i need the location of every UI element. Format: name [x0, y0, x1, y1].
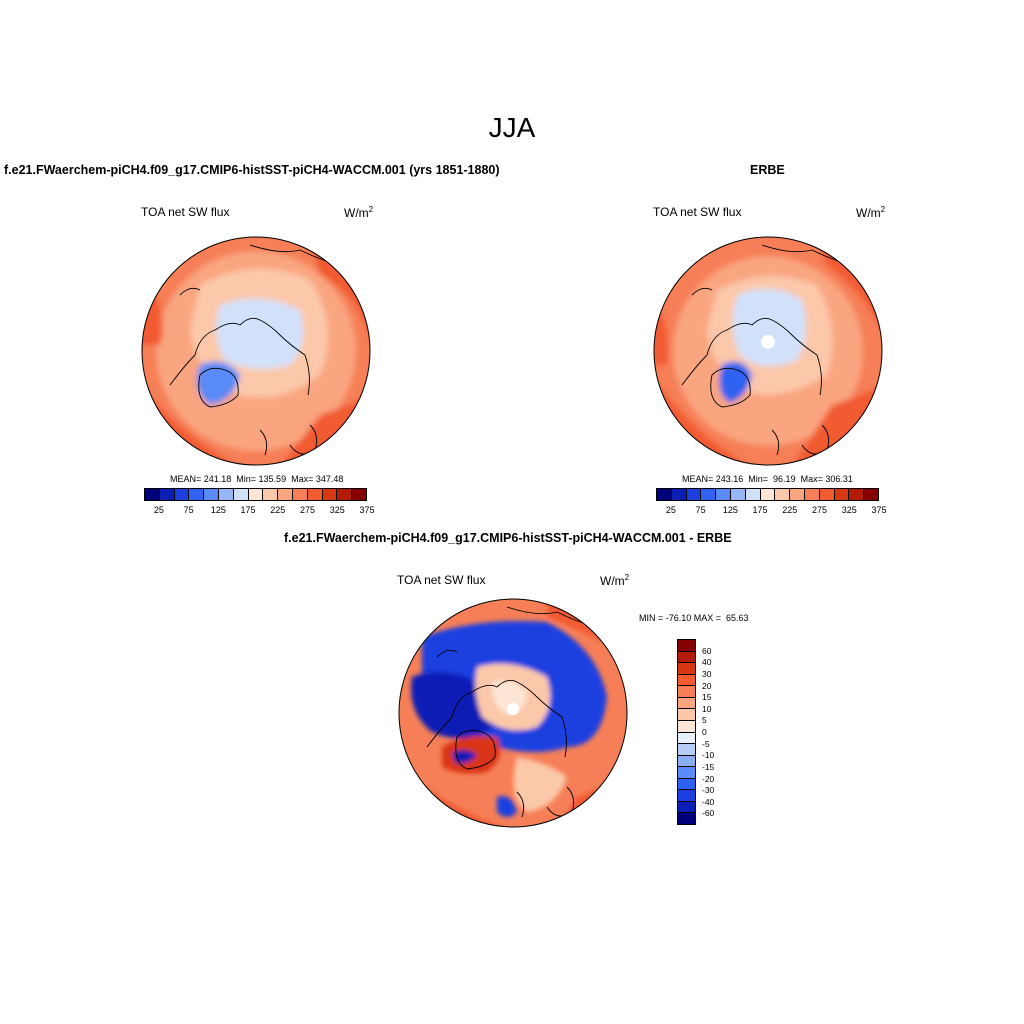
- colorbar-swatch: [678, 778, 695, 791]
- colorbar-tick-label: -40: [702, 796, 715, 807]
- obs-panel-title: ERBE: [750, 163, 785, 177]
- colorbar-swatch: [775, 489, 791, 500]
- colorbar-swatch: [145, 489, 160, 500]
- colorbar-tick-label: 20: [702, 680, 712, 691]
- colorbar-swatch: [819, 489, 835, 500]
- colorbar-tick-label: -5: [702, 738, 710, 749]
- colorbar-swatch: [678, 709, 695, 721]
- colorbar-swatch: [678, 755, 695, 768]
- colorbar-tick-label: 75: [695, 505, 706, 515]
- colorbar-swatch: [678, 663, 695, 675]
- colorbar-tick-label: 375: [871, 505, 887, 515]
- model-variable-label: TOA net SW flux: [141, 205, 230, 219]
- colorbar-tick-label: 5: [702, 715, 707, 726]
- colorbar-swatch: [678, 790, 695, 802]
- colorbar-swatch: [678, 640, 695, 652]
- colorbar-swatch: [189, 489, 205, 500]
- colorbar-tick-label: -15: [702, 761, 715, 772]
- colorbar-tick-label: 15: [702, 692, 712, 703]
- colorbar-swatch: [760, 489, 776, 500]
- colorbar-swatch: [657, 489, 672, 500]
- colorbar-tick-label: 25: [665, 505, 676, 515]
- colorbar-swatch: [730, 489, 746, 500]
- colorbar-swatch: [292, 489, 308, 500]
- colorbar-tick-label: 175: [752, 505, 768, 515]
- colorbar-tick-label: 325: [329, 505, 345, 515]
- colorbar-tick-label: 275: [812, 505, 828, 515]
- diff-units-label: W/m2: [600, 573, 630, 588]
- colorbar-swatch: [159, 489, 175, 500]
- obs-polar-map: [653, 236, 883, 466]
- colorbar-swatch: [678, 674, 695, 687]
- colorbar-swatch: [678, 801, 695, 814]
- colorbar-swatch: [322, 489, 338, 500]
- colorbar-tick-label: 40: [702, 657, 712, 668]
- colorbar-swatch: [678, 686, 695, 698]
- colorbar-tick-label: 75: [183, 505, 194, 515]
- colorbar-swatch: [307, 489, 323, 500]
- colorbar-swatch: [218, 489, 234, 500]
- colorbar-tick-label: 25: [153, 505, 164, 515]
- colorbar-swatch: [864, 489, 878, 500]
- colorbar-tick-label: 225: [270, 505, 286, 515]
- main-title: JJA: [488, 112, 536, 143]
- colorbar-swatch: [678, 767, 695, 779]
- colorbar-swatch: [701, 489, 717, 500]
- model-polar-map: [141, 236, 371, 466]
- colorbar-swatch: [678, 732, 695, 745]
- colorbar-tick-label: 125: [210, 505, 226, 515]
- colorbar-swatch: [678, 651, 695, 664]
- colorbar-tick-label: 225: [782, 505, 798, 515]
- colorbar-tick-label: -20: [702, 773, 715, 784]
- colorbar-tick-label: -60: [702, 808, 715, 819]
- obs-units-label: W/m2: [856, 205, 886, 220]
- colorbar-swatch: [686, 489, 702, 500]
- colorbar-swatch: [352, 489, 366, 500]
- colorbar-swatch: [678, 813, 695, 824]
- colorbar-swatch: [849, 489, 865, 500]
- model-colorbar: [144, 488, 367, 501]
- colorbar-tick-label: 30: [702, 668, 712, 679]
- colorbar-swatch: [790, 489, 805, 500]
- colorbar-swatch: [834, 489, 850, 500]
- colorbar-tick-label: 175: [240, 505, 256, 515]
- colorbar-tick-label: 375: [359, 505, 375, 515]
- obs-variable-label: TOA net SW flux: [653, 205, 742, 219]
- colorbar-tick-label: 0: [702, 727, 707, 737]
- obs-stats: MEAN= 243.16 Min= 96.19 Max= 306.31: [682, 474, 853, 484]
- colorbar-tick-label: -30: [702, 785, 715, 796]
- colorbar-swatch: [248, 489, 264, 500]
- colorbar-swatch: [678, 720, 695, 733]
- model-colorbar-labels: 25 75 125 175 225 275 325 375: [144, 505, 375, 517]
- colorbar-swatch: [671, 489, 687, 500]
- colorbar-tick-label: -10: [702, 750, 715, 761]
- colorbar-tick-label: 275: [300, 505, 316, 515]
- model-stats: MEAN= 241.18 Min= 135.59 Max= 347.48: [170, 474, 344, 484]
- colorbar-tick-label: 325: [841, 505, 857, 515]
- diff-stats: MIN = -76.10 MAX = 65.63: [639, 613, 749, 623]
- obs-colorbar: [656, 488, 879, 501]
- colorbar-swatch: [204, 489, 219, 500]
- colorbar-swatch: [337, 489, 353, 500]
- colorbar-tick-label: 125: [722, 505, 738, 515]
- diff-polar-map: [398, 598, 628, 828]
- colorbar-swatch: [678, 744, 695, 756]
- colorbar-swatch: [263, 489, 279, 500]
- diff-panel-title: f.e21.FWaerchem-piCH4.f09_g17.CMIP6-hist…: [284, 531, 732, 545]
- diff-colorbar-labels: 60 40 30 20 15 10 5 0 -5 -10 -15 -20 -30 -40 -60: [702, 639, 742, 825]
- diff-variable-label: TOA net SW flux: [397, 573, 486, 587]
- model-panel-title: f.e21.FWaerchem-piCH4.f09_g17.CMIP6-hist…: [4, 163, 500, 177]
- obs-colorbar-labels: 25 75 125 175 225 275 325 375: [656, 505, 887, 517]
- model-units-label: W/m2: [344, 205, 374, 220]
- colorbar-swatch: [278, 489, 293, 500]
- colorbar-swatch: [745, 489, 761, 500]
- colorbar-swatch: [678, 697, 695, 710]
- diff-colorbar: [677, 639, 696, 825]
- colorbar-swatch: [804, 489, 820, 500]
- colorbar-swatch: [716, 489, 731, 500]
- colorbar-tick-label: 60: [702, 645, 712, 656]
- colorbar-swatch: [174, 489, 190, 500]
- colorbar-tick-label: 10: [702, 703, 712, 714]
- colorbar-swatch: [233, 489, 249, 500]
